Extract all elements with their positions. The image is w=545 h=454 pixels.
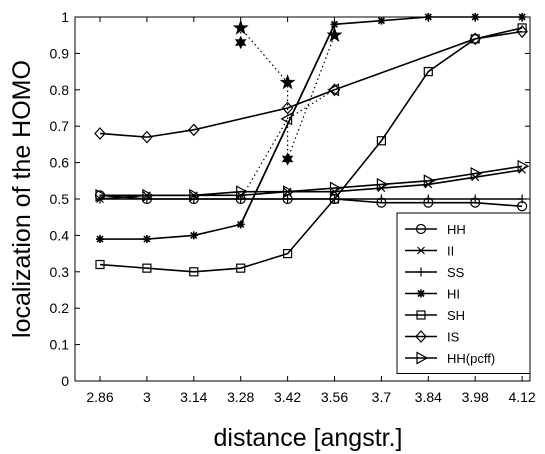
data-point (376, 194, 386, 204)
data-point (423, 66, 433, 77)
data-point (329, 194, 340, 204)
data-point (142, 188, 155, 202)
legend-label: IS (447, 330, 460, 345)
data-point (189, 188, 202, 202)
data-point (470, 194, 480, 204)
data-point (518, 13, 527, 21)
extra-data-point (281, 152, 294, 166)
data-point (516, 25, 528, 38)
data-point (141, 130, 153, 144)
data-point (376, 136, 386, 146)
data-point (281, 101, 294, 115)
legend-label: SS (447, 265, 465, 280)
data-point (142, 263, 152, 273)
data-point (423, 174, 436, 188)
x-tick-label: 3.84 (415, 389, 442, 405)
legend-label: HH (447, 222, 466, 237)
series-line (99, 30, 523, 138)
y-tick-label: 0.9 (50, 45, 70, 61)
x-tick-label: 3.56 (321, 389, 348, 405)
plot-content (94, 13, 530, 277)
data-point (94, 127, 106, 140)
legend-marker (416, 351, 429, 365)
legend: HH II SS HI SH IS HH(pcff) (396, 212, 531, 374)
data-point (470, 167, 483, 181)
data-point (236, 263, 246, 273)
data-point (236, 220, 245, 229)
extra-data-point (327, 83, 340, 97)
data-point (236, 185, 248, 199)
y-tick-label: 0.3 (50, 264, 70, 280)
data-point (142, 235, 151, 244)
y-tick-label: 0.6 (50, 155, 70, 171)
series-line (100, 165, 523, 197)
data-point (189, 267, 199, 277)
x-tick-label: 3 (143, 389, 151, 405)
data-point (377, 16, 386, 25)
data-point (96, 235, 104, 244)
data-point (517, 159, 530, 173)
data-point (283, 249, 293, 259)
legend-marker (417, 246, 425, 255)
data-point (471, 13, 480, 21)
extra-data-point (326, 26, 343, 43)
x-tick-label: 3.42 (274, 389, 301, 405)
data-point (330, 20, 339, 29)
x-axis-title: distance [angstr.] (213, 424, 402, 452)
data-point (95, 188, 108, 202)
extra-data-point (232, 19, 249, 35)
data-point (189, 231, 198, 240)
data-point (423, 194, 433, 204)
y-tick-label: 0.7 (50, 118, 70, 134)
x-tick-label: 3.98 (462, 389, 489, 405)
data-point (95, 259, 105, 270)
x-tick-label: 4.12 (508, 389, 535, 405)
data-point (283, 185, 295, 199)
data-point (329, 181, 342, 195)
y-tick-label: 1 (61, 9, 69, 25)
data-point (424, 13, 433, 21)
legend-label: II (447, 244, 454, 259)
extra-data-point (279, 74, 296, 90)
y-tick-label: 0.8 (50, 82, 70, 98)
data-point (376, 177, 389, 191)
x-tick-label: 3.28 (227, 389, 254, 405)
axis-ticks: 2.86 3 3.14 3.28 3.42 3.56 3.7 3.84 3.98 4.12 0 0.1… (50, 9, 536, 405)
x-tick-label: 3.14 (180, 389, 207, 405)
data-point (517, 194, 527, 204)
extra-data-point (234, 35, 247, 50)
legend-marker (415, 330, 427, 343)
legend-marker (416, 267, 426, 277)
legend-label: HI (447, 287, 460, 302)
y-tick-label: 0.4 (50, 227, 70, 243)
extra-data-point (280, 112, 293, 126)
y-tick-label: 0.2 (50, 300, 70, 316)
data-point (469, 32, 482, 46)
data-point (236, 194, 246, 204)
y-tick-label: 0.1 (50, 337, 70, 353)
data-point (283, 194, 293, 204)
x-tick-label: 2.86 (86, 389, 113, 405)
legend-marker (415, 223, 427, 235)
legend-label: SH (447, 308, 465, 323)
y-tick-label: 0.5 (50, 191, 70, 207)
x-tick-label: 3.7 (372, 389, 392, 405)
series-line (99, 27, 523, 273)
legend-marker (417, 289, 425, 298)
y-tick-label: 0 (61, 373, 69, 389)
legend-label: HH(pcff) (447, 351, 495, 366)
legend-marker (416, 310, 426, 320)
y-axis-title: localization of the HOMO (8, 60, 36, 338)
data-point (187, 123, 200, 137)
